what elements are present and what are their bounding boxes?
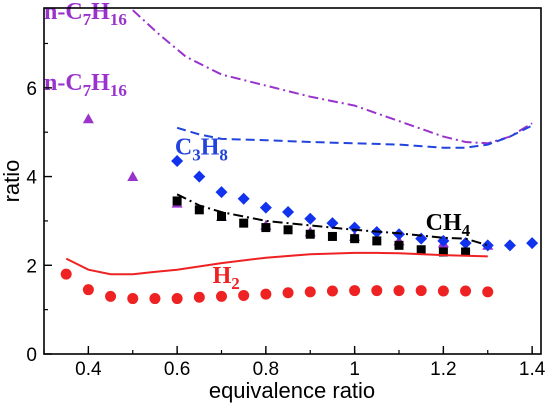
x-axis: 0.4 0.6 0.8 1 1.2 1.4 xyxy=(43,346,546,380)
plot-frame xyxy=(43,7,542,355)
series-annotation-3: CH4 xyxy=(426,210,471,240)
series-annotation-4: H2 xyxy=(213,263,240,293)
diamond-point xyxy=(259,201,272,214)
square-point xyxy=(305,229,315,239)
circle-point xyxy=(260,288,272,300)
square-point xyxy=(416,245,426,255)
diamond-point xyxy=(171,155,184,168)
square-point xyxy=(239,218,249,228)
square-point xyxy=(172,196,182,206)
diamond-point xyxy=(304,212,317,225)
annotation-layer: n-C7H16 n-C7H16 C3H8 CH4 H2 xyxy=(44,0,471,293)
data-layer xyxy=(60,9,539,305)
series-6-line xyxy=(65,251,488,276)
square-point xyxy=(261,223,271,233)
series-annotation-2: C3H8 xyxy=(175,134,228,164)
triangle-point xyxy=(82,113,94,124)
circle-point xyxy=(460,285,472,297)
circle-point xyxy=(437,285,449,297)
series-line xyxy=(132,9,533,145)
square-point xyxy=(194,205,204,215)
y-axis: 0 2 4 6 xyxy=(26,42,52,366)
y-tick-label: 0 xyxy=(26,345,37,366)
y-axis-label: ratio xyxy=(0,160,24,203)
circle-point xyxy=(238,289,250,301)
series-line xyxy=(176,193,489,247)
series-line xyxy=(65,251,488,276)
square-point xyxy=(372,236,382,246)
circle-point xyxy=(171,293,183,305)
x-axis-label: equivalence ratio xyxy=(209,378,375,403)
diamond-point xyxy=(459,237,472,250)
circle-point xyxy=(216,290,227,302)
diamond-point xyxy=(282,206,295,219)
circle-point xyxy=(482,286,494,298)
circle-point xyxy=(371,285,383,297)
diamond-point xyxy=(326,217,339,230)
circle-point xyxy=(60,268,72,280)
series-line xyxy=(176,124,533,149)
x-tick-label: 0.4 xyxy=(75,359,102,380)
y-tick-label: 6 xyxy=(26,79,37,100)
series-4-line xyxy=(176,193,489,247)
square-point xyxy=(217,211,226,221)
x-tick-label: 0.8 xyxy=(253,359,279,380)
square-point xyxy=(283,225,293,235)
series-annotation-1: n-C7H16 xyxy=(44,70,127,100)
circle-point xyxy=(282,287,294,299)
circle-point xyxy=(326,285,338,297)
circle-point xyxy=(105,290,117,302)
circle-point xyxy=(393,285,405,297)
square-point xyxy=(461,247,471,257)
series-7-markers xyxy=(60,268,494,305)
circle-point xyxy=(349,285,361,297)
circle-point xyxy=(193,291,205,303)
diamond-point xyxy=(193,170,206,183)
triangle-point xyxy=(127,171,139,181)
circle-point xyxy=(415,285,427,297)
series-0-line xyxy=(132,9,533,145)
square-point xyxy=(327,231,337,241)
diamond-point xyxy=(215,186,228,199)
series-annotation-0: n-C7H16 xyxy=(44,0,127,29)
diamond-point xyxy=(481,239,494,252)
diamond-point xyxy=(237,192,250,205)
diamond-point xyxy=(503,239,516,252)
x-tick-label: 0.6 xyxy=(164,359,190,380)
circle-point xyxy=(149,293,161,305)
series-5-markers xyxy=(172,196,471,257)
x-tick-label: 1.4 xyxy=(519,359,546,380)
diamond-point xyxy=(526,237,539,250)
circle-point xyxy=(82,284,94,296)
square-point xyxy=(350,234,360,244)
square-point xyxy=(438,247,448,257)
x-tick-label: 1.2 xyxy=(430,359,456,380)
circle-point xyxy=(304,286,316,298)
series-2-line xyxy=(176,124,533,149)
diamond-point xyxy=(348,221,361,234)
circle-point xyxy=(127,293,139,305)
square-point xyxy=(394,240,404,250)
x-tick-label: 1 xyxy=(349,359,360,380)
y-tick-label: 2 xyxy=(26,256,37,277)
y-tick-label: 4 xyxy=(26,168,37,189)
